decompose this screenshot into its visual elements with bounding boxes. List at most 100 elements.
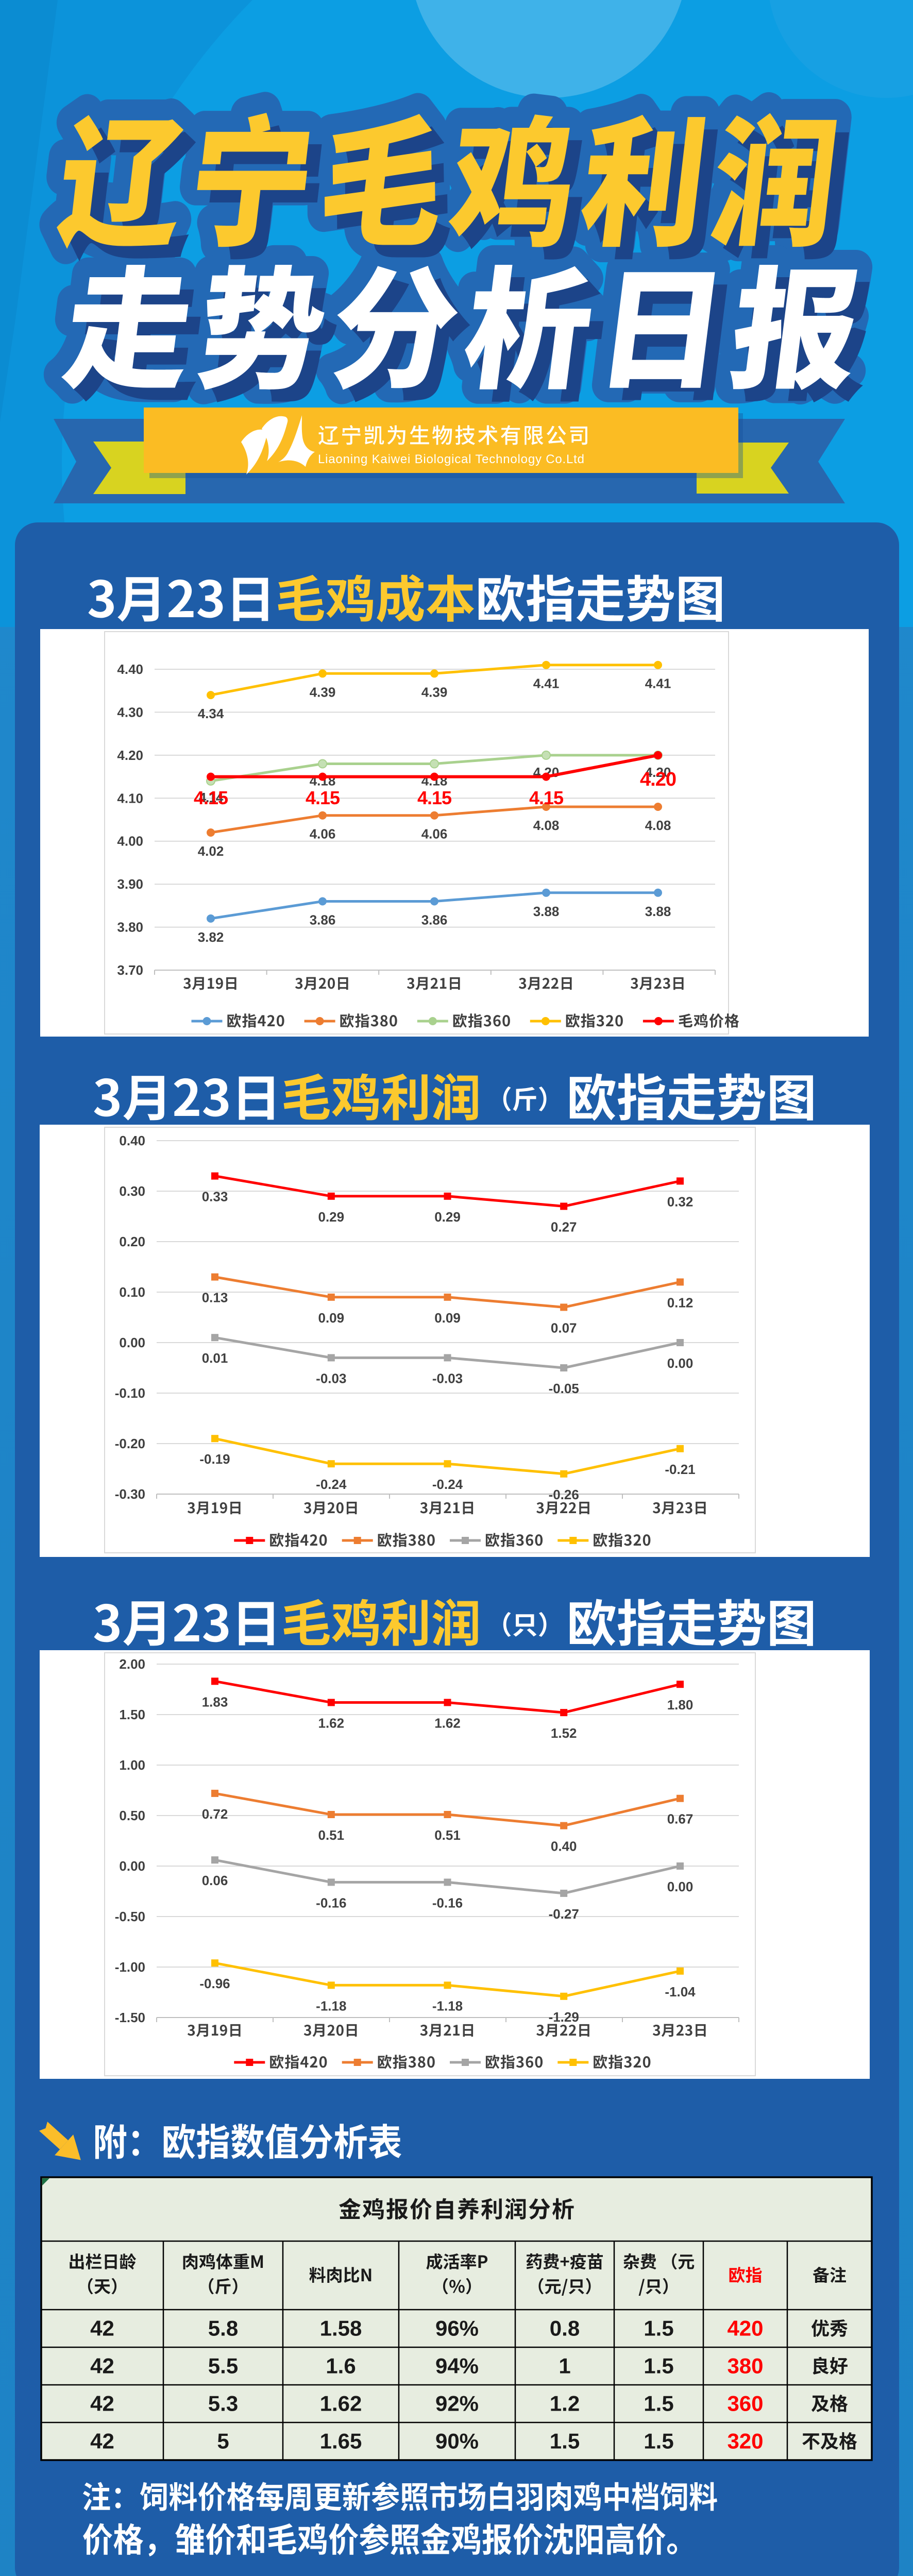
svg-text:-0.24: -0.24 (316, 1477, 347, 1492)
svg-text:-0.30: -0.30 (115, 1486, 145, 1502)
svg-text:4.40: 4.40 (117, 662, 143, 677)
svg-text:4.06: 4.06 (310, 826, 336, 842)
svg-text:-0.05: -0.05 (549, 1381, 579, 1396)
svg-text:94%: 94% (435, 2354, 479, 2378)
svg-text:5.3: 5.3 (208, 2392, 238, 2416)
svg-text:1.62: 1.62 (434, 1716, 461, 1731)
svg-text:4.20: 4.20 (640, 769, 676, 790)
svg-text:4.30: 4.30 (117, 704, 143, 720)
svg-text:0.29: 0.29 (318, 1209, 344, 1225)
svg-text:0.10: 0.10 (119, 1284, 145, 1300)
svg-text:1.62: 1.62 (320, 2392, 362, 2416)
svg-text:3.70: 3.70 (117, 962, 143, 978)
svg-text:0.29: 0.29 (434, 1209, 461, 1225)
svg-text:0.67: 0.67 (667, 1811, 694, 1827)
svg-text:-0.03: -0.03 (316, 1370, 346, 1386)
svg-text:-0.21: -0.21 (665, 1462, 695, 1477)
svg-text:3.80: 3.80 (117, 920, 143, 935)
svg-text:96%: 96% (435, 2316, 479, 2341)
svg-text:0.33: 0.33 (202, 1189, 228, 1205)
svg-text:0.01: 0.01 (202, 1350, 228, 1366)
svg-text:4.00: 4.00 (117, 834, 143, 849)
svg-text:3.90: 3.90 (117, 876, 143, 892)
svg-text:-1.00: -1.00 (115, 1959, 145, 1975)
svg-text:0.00: 0.00 (667, 1879, 694, 1894)
svg-text:0.72: 0.72 (202, 1806, 228, 1822)
svg-text:-1.18: -1.18 (316, 1998, 346, 2013)
svg-text:-0.20: -0.20 (115, 1436, 145, 1451)
svg-text:0.09: 0.09 (318, 1310, 344, 1326)
svg-text:1.6: 1.6 (326, 2354, 356, 2378)
svg-text:3.86: 3.86 (421, 912, 448, 928)
svg-text:4.06: 4.06 (421, 826, 448, 842)
svg-text:-0.24: -0.24 (432, 1477, 463, 1492)
svg-text:4.02: 4.02 (198, 843, 224, 859)
svg-text:0.00: 0.00 (119, 1858, 145, 1874)
svg-text:0.40: 0.40 (551, 1839, 577, 1854)
svg-text:4.20: 4.20 (117, 748, 143, 763)
svg-text:0.51: 0.51 (318, 1827, 344, 1843)
svg-text:-0.50: -0.50 (115, 1909, 145, 1924)
svg-text:1.62: 1.62 (318, 1716, 344, 1731)
svg-text:5.5: 5.5 (208, 2354, 238, 2378)
svg-text:0.50: 0.50 (119, 1808, 145, 1823)
svg-text:-0.96: -0.96 (199, 1976, 230, 1991)
svg-text:5.8: 5.8 (208, 2316, 238, 2341)
svg-text:0.40: 0.40 (119, 1133, 145, 1148)
svg-text:0.51: 0.51 (434, 1827, 461, 1843)
svg-text:42: 42 (90, 2392, 114, 2416)
svg-text:1.52: 1.52 (551, 1725, 577, 1741)
svg-text:4.41: 4.41 (533, 676, 560, 691)
svg-text:-0.19: -0.19 (199, 1451, 230, 1467)
svg-text:1.80: 1.80 (667, 1697, 694, 1713)
svg-text:0.27: 0.27 (551, 1219, 577, 1234)
svg-text:92%: 92% (435, 2392, 479, 2416)
svg-text:0.00: 0.00 (119, 1335, 145, 1350)
svg-text:360: 360 (727, 2392, 763, 2416)
svg-text:0.06: 0.06 (202, 1873, 228, 1888)
svg-text:3.82: 3.82 (198, 929, 224, 945)
svg-text:4.34: 4.34 (198, 706, 224, 721)
svg-text:1.5: 1.5 (644, 2316, 673, 2341)
svg-text:0.30: 0.30 (119, 1183, 145, 1199)
svg-text:-0.03: -0.03 (432, 1370, 463, 1386)
svg-text:0.00: 0.00 (667, 1355, 694, 1371)
svg-text:5: 5 (217, 2429, 229, 2453)
svg-text:42: 42 (90, 2316, 114, 2341)
svg-text:320: 320 (727, 2429, 763, 2453)
svg-text:0.8: 0.8 (550, 2316, 580, 2341)
svg-text:-1.29: -1.29 (549, 2009, 579, 2025)
svg-text:1.65: 1.65 (320, 2429, 362, 2453)
svg-text:4.10: 4.10 (117, 790, 143, 806)
svg-text:0.07: 0.07 (551, 1320, 577, 1335)
svg-text:0.09: 0.09 (434, 1310, 461, 1326)
svg-text:-0.26: -0.26 (549, 1487, 579, 1502)
svg-text:0.12: 0.12 (667, 1295, 694, 1310)
svg-text:1.83: 1.83 (202, 1694, 228, 1709)
svg-text:1.5: 1.5 (644, 2392, 673, 2416)
svg-text:1.58: 1.58 (320, 2316, 362, 2341)
svg-text:4.08: 4.08 (533, 818, 560, 833)
svg-text:4.41: 4.41 (645, 676, 671, 691)
svg-text:-0.16: -0.16 (316, 1895, 346, 1910)
svg-text:4.15: 4.15 (417, 787, 452, 808)
svg-text:0.20: 0.20 (119, 1234, 145, 1249)
svg-text:4.15: 4.15 (194, 787, 228, 808)
svg-text:3.88: 3.88 (645, 904, 671, 919)
svg-text:90%: 90% (435, 2429, 479, 2453)
svg-text:3.88: 3.88 (533, 904, 560, 919)
svg-text:4.15: 4.15 (529, 787, 564, 808)
svg-text:-0.10: -0.10 (115, 1385, 145, 1401)
svg-text:4.39: 4.39 (421, 684, 448, 700)
svg-text:4.08: 4.08 (645, 818, 671, 833)
svg-text:4.15: 4.15 (306, 787, 340, 808)
svg-text:1.5: 1.5 (644, 2354, 673, 2378)
svg-text:-0.16: -0.16 (432, 1895, 463, 1910)
svg-text:-0.27: -0.27 (549, 1906, 579, 1922)
svg-text:Liaoning Kaiwei Biological Tec: Liaoning Kaiwei Biological Technology Co… (318, 452, 585, 466)
svg-text:0.32: 0.32 (667, 1194, 694, 1209)
svg-text:4.14: 4.14 (199, 790, 224, 805)
svg-text:0.13: 0.13 (202, 1290, 228, 1306)
svg-text:1.5: 1.5 (550, 2429, 580, 2453)
svg-text:-1.04: -1.04 (665, 1984, 696, 1999)
